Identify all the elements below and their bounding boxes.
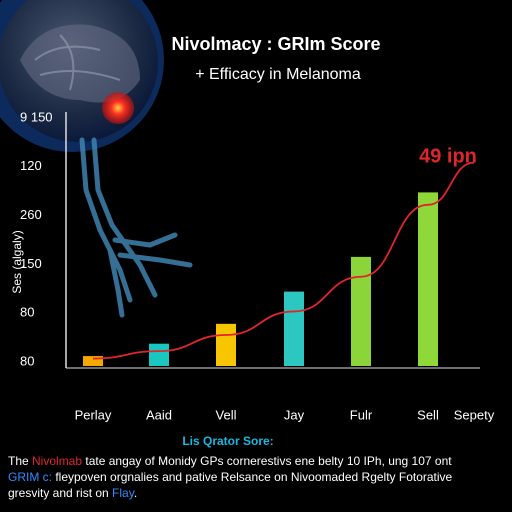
footer-text: The bbox=[8, 454, 32, 468]
brain-folds bbox=[34, 34, 121, 91]
illustration bbox=[0, 0, 193, 318]
y-tick-label: 260 bbox=[20, 207, 42, 222]
x-tick-label: Fulr bbox=[350, 407, 373, 422]
x-tick-label: Aaid bbox=[146, 407, 172, 422]
chart-subtitle: + Efficacy in Melanoma bbox=[195, 66, 361, 83]
x-tick-label: Sepety bbox=[454, 407, 495, 422]
footer-heading: Lis Qrator Sore: bbox=[182, 434, 273, 448]
footer-text: gresvity and rist on bbox=[8, 486, 112, 500]
footer-text: Flay bbox=[112, 486, 135, 500]
y-axis-label: Ses (algaly) bbox=[10, 230, 24, 293]
x-tick-label: Sell bbox=[417, 407, 439, 422]
bar bbox=[418, 192, 438, 366]
chart-title: Nivolmacy : GRIm Score bbox=[171, 34, 380, 54]
y-tick-label: 80 bbox=[20, 305, 34, 320]
footer-text: Nivolmab bbox=[32, 454, 82, 468]
y-tick-label: 150 bbox=[20, 256, 42, 271]
trend-label: 49 ipn bbox=[419, 145, 477, 167]
bar bbox=[216, 323, 236, 366]
skeleton-hand bbox=[79, 137, 193, 318]
footer-line: GRIM c: fleypoven orgnalies and pative R… bbox=[8, 470, 453, 484]
x-tick-label: Jay bbox=[284, 407, 305, 422]
trend-line bbox=[92, 161, 475, 360]
footer-line: The Nivolmab tate angay of Monidy GPs co… bbox=[8, 454, 452, 468]
footer-text: fleypoven orgnalies and pative Relsance … bbox=[52, 470, 453, 484]
bar bbox=[351, 256, 371, 366]
footer-line: gresvity and rist on Flay. bbox=[8, 486, 137, 500]
y-tick-label: 80 bbox=[20, 353, 34, 368]
y-tick-label: 9 150 bbox=[20, 109, 53, 124]
bar bbox=[284, 291, 304, 366]
footer-text: tate angay of Monidy GPs cornerestivs en… bbox=[82, 454, 452, 468]
x-tick-label: Vell bbox=[216, 407, 237, 422]
footer-text: . bbox=[134, 486, 137, 500]
bar bbox=[83, 356, 103, 366]
x-tick-label: Perlay bbox=[75, 407, 112, 422]
tumor-burst bbox=[102, 92, 134, 124]
brain-shape bbox=[20, 24, 140, 103]
y-tick-label: 120 bbox=[20, 158, 42, 173]
bar bbox=[149, 343, 169, 366]
footer-text: GRIM c: bbox=[8, 470, 52, 484]
